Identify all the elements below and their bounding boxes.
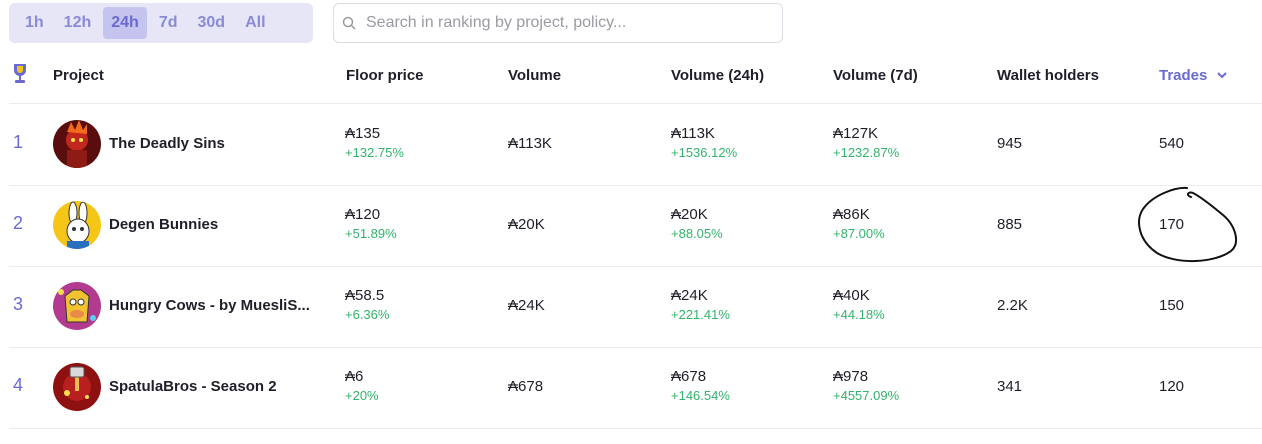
volume-7d-change: +87.00% bbox=[833, 226, 885, 241]
volume: ₳24K bbox=[508, 297, 545, 314]
volume-24h: ₳113K bbox=[671, 125, 715, 142]
table-row[interactable]: 3 Hungry Cows - by MuesliS... ₳58.5 +6.3… bbox=[9, 266, 1262, 348]
search-input[interactable] bbox=[364, 13, 758, 33]
avatar bbox=[53, 201, 101, 249]
trades: 170 bbox=[1159, 216, 1185, 233]
volume-24h-cell: ₳678 +146.54% bbox=[671, 368, 730, 403]
project-name[interactable]: Degen Bunnies bbox=[109, 216, 219, 233]
wallet-holders: 2.2K bbox=[997, 297, 1028, 314]
timeframe-selector: 1h 12h 24h 7d 30d All bbox=[9, 3, 313, 43]
header-divider bbox=[9, 103, 1262, 104]
volume-7d-change: +1232.87% bbox=[833, 145, 900, 160]
timeframe-30d[interactable]: 30d bbox=[197, 14, 226, 31]
search-icon bbox=[342, 16, 356, 30]
avatar bbox=[53, 363, 101, 411]
trades: 540 bbox=[1159, 135, 1185, 152]
floor-price: ₳6 bbox=[345, 368, 364, 385]
rank: 2 bbox=[13, 213, 24, 233]
timeframe-1h[interactable]: 1h bbox=[25, 14, 44, 31]
avatar bbox=[53, 120, 101, 168]
volume-24h-cell: ₳24K +221.41% bbox=[671, 287, 730, 322]
volume-7d-change: +4557.09% bbox=[833, 388, 900, 403]
project-name[interactable]: SpatulaBros - Season 2 bbox=[109, 378, 277, 395]
volume-24h: ₳20K bbox=[671, 206, 708, 223]
volume-7d-cell: ₳127K +1232.87% bbox=[833, 125, 899, 160]
floor-price-cell: ₳58.5 +6.36% bbox=[345, 287, 389, 322]
table-row[interactable]: 1 The Deadly Sins ₳135 +132.75% ₳113K ₳1… bbox=[9, 104, 1262, 186]
volume: ₳113K bbox=[508, 135, 552, 152]
column-volume[interactable]: Volume bbox=[508, 67, 562, 84]
table-row[interactable]: 2 Degen Bunnies ₳120 +51.89% ₳20K ₳20K +… bbox=[9, 185, 1262, 267]
column-wallet-holders[interactable]: Wallet holders bbox=[997, 67, 1099, 84]
trophy-icon bbox=[11, 62, 29, 94]
column-trades[interactable]: Trades bbox=[1159, 60, 1228, 92]
volume-7d: ₳127K bbox=[833, 125, 879, 142]
timeframe-7d[interactable]: 7d bbox=[158, 14, 178, 31]
floor-change: +6.36% bbox=[345, 307, 390, 322]
avatar bbox=[53, 282, 101, 330]
floor-price-cell: ₳135 +132.75% bbox=[345, 125, 404, 160]
project-name[interactable]: The Deadly Sins bbox=[109, 135, 225, 152]
timeframe-all[interactable]: All bbox=[245, 14, 266, 31]
wallet-holders: 945 bbox=[997, 135, 1023, 152]
volume-24h-change: +221.41% bbox=[671, 307, 730, 322]
volume: ₳678 bbox=[508, 378, 544, 395]
volume: ₳20K bbox=[508, 216, 545, 233]
wallet-holders: 885 bbox=[997, 216, 1023, 233]
floor-price-cell: ₳6 +20% bbox=[345, 368, 379, 403]
volume-7d-cell: ₳86K +87.00% bbox=[833, 206, 885, 241]
floor-change: +51.89% bbox=[345, 226, 397, 241]
floor-price: ₳135 bbox=[345, 125, 381, 142]
column-project: Project bbox=[53, 67, 104, 84]
floor-change: +20% bbox=[345, 388, 379, 403]
volume-24h-change: +1536.12% bbox=[671, 145, 738, 160]
search-box[interactable] bbox=[333, 3, 783, 43]
rank: 4 bbox=[13, 375, 24, 395]
volume-7d-change: +44.18% bbox=[833, 307, 885, 322]
volume-7d: ₳978 bbox=[833, 368, 869, 385]
timeframe-12h[interactable]: 12h bbox=[63, 14, 92, 31]
wallet-holders: 341 bbox=[997, 378, 1023, 395]
rank: 1 bbox=[13, 132, 24, 152]
volume-24h-change: +88.05% bbox=[671, 226, 723, 241]
volume-24h-cell: ₳113K +1536.12% bbox=[671, 125, 737, 160]
volume-24h-cell: ₳20K +88.05% bbox=[671, 206, 723, 241]
floor-price: ₳120 bbox=[345, 206, 381, 223]
floor-change: +132.75% bbox=[345, 145, 404, 160]
project-name[interactable]: Hungry Cows - by MuesliS... bbox=[109, 297, 310, 314]
trades: 150 bbox=[1159, 297, 1185, 314]
volume-7d: ₳86K bbox=[833, 206, 870, 223]
column-volume-24h[interactable]: Volume (24h) bbox=[671, 67, 765, 84]
volume-24h: ₳24K bbox=[671, 287, 708, 304]
floor-price: ₳58.5 bbox=[345, 287, 385, 304]
volume-24h-change: +146.54% bbox=[671, 388, 730, 403]
volume-7d: ₳40K bbox=[833, 287, 870, 304]
column-volume-7d[interactable]: Volume (7d) bbox=[833, 67, 918, 84]
volume-7d-cell: ₳40K +44.18% bbox=[833, 287, 885, 322]
chevron-down-icon bbox=[1216, 72, 1227, 79]
volume-7d-cell: ₳978 +4557.09% bbox=[833, 368, 899, 403]
table-row[interactable]: 4 SpatulaBros - Season 2 ₳6 +20% ₳678 ₳6… bbox=[9, 347, 1262, 429]
column-trades-label: Trades bbox=[1159, 67, 1208, 84]
column-floor-price[interactable]: Floor price bbox=[346, 67, 424, 84]
rank: 3 bbox=[13, 294, 24, 314]
floor-price-cell: ₳120 +51.89% bbox=[345, 206, 397, 241]
volume-24h: ₳678 bbox=[671, 368, 707, 385]
trades: 120 bbox=[1159, 378, 1185, 395]
timeframe-24h[interactable]: 24h bbox=[103, 7, 147, 39]
